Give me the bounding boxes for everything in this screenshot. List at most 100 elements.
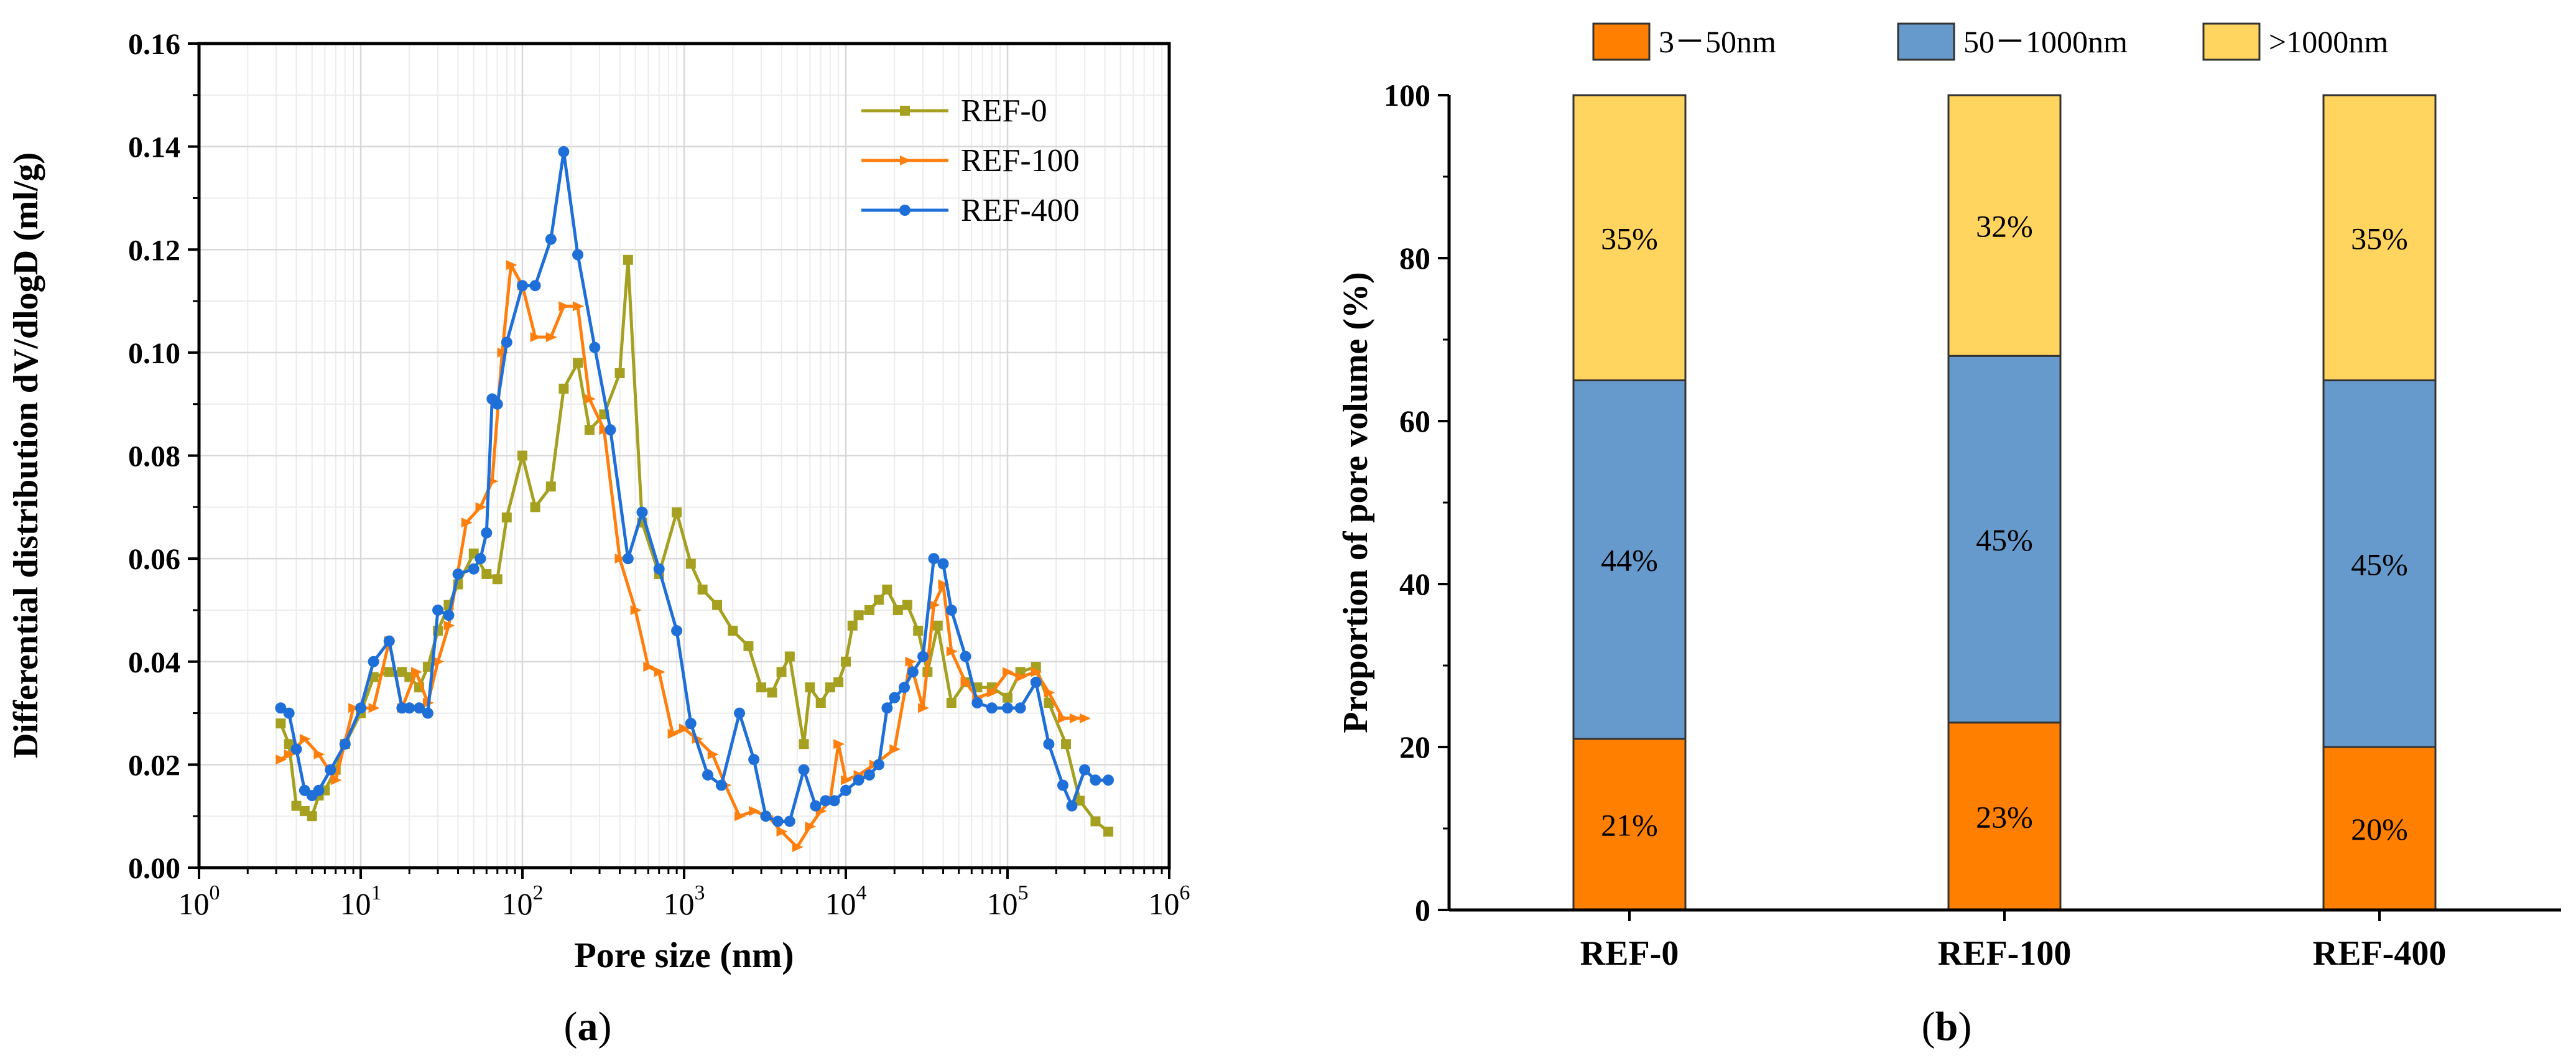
data-point [946,698,957,708]
data-point [432,604,444,616]
data-point [1015,672,1027,682]
data-point [945,604,957,616]
y-tick-label: 0.00 [128,852,180,885]
data-point [497,347,509,358]
data-point [840,784,851,796]
data-point [913,626,924,636]
data-point [853,610,864,621]
data-point [853,774,864,786]
data-point [938,579,950,590]
data-point [291,800,302,811]
line-chart-panel: 0.00 0.02 0.04 0.06 0.08 0.10 0.12 0.14 0.16 100… [7,28,1190,1049]
data-point [481,527,493,539]
data-point [685,559,696,569]
data-point [1003,667,1014,677]
legend-label: 3－50nm [1659,24,1776,59]
data-point [672,507,682,517]
bar-segment [1572,94,1687,381]
y-tick-label: 80 [1399,241,1430,276]
data-point [584,394,596,404]
data-point [558,301,570,312]
data-point [889,692,901,703]
data-point [928,553,940,565]
data-point [1061,739,1072,749]
data-point [743,641,754,651]
panel-label-a: (a) [564,1004,612,1049]
data-point [1044,698,1054,708]
bar-segment [1572,379,1687,740]
x-category-label: REF-0 [1580,934,1679,973]
data-point [833,677,844,687]
data-point [501,336,512,348]
data-point [907,666,919,678]
data-point [605,424,616,436]
data-point [792,842,804,852]
bar-value-label: 20% [2351,812,2408,847]
data-point [1014,702,1026,714]
x-tick-label: 101 [340,881,382,921]
y-axis-ticks: 0 20 40 60 80 100 [1384,78,1449,927]
data-point [841,775,852,786]
y-tick-label: 40 [1399,567,1430,601]
data-point [1066,800,1078,812]
bar-stack-ref-100: 23% 45% 32% [1947,94,2062,911]
data-point [276,754,287,765]
y-tick-label: 20 [1399,730,1430,764]
legend: 3－50nm 50－1000nm >1000nm [1592,22,2388,61]
x-tick-label: 105 [987,881,1029,921]
data-point [368,656,379,667]
y-axis-ticks: 0.00 0.02 0.04 0.06 0.08 0.10 0.12 0.14 0.16 [128,28,199,885]
data-point [810,800,822,812]
data-point [530,502,540,513]
y-tick-label: 0.04 [128,646,180,679]
data-point [422,707,433,719]
x-axis-title: Pore size (nm) [574,935,794,975]
x-tick-label: 103 [664,881,705,921]
data-point [325,764,336,776]
data-point [443,610,455,621]
series-line [279,258,1110,833]
data-point [734,707,746,719]
data-point [411,667,423,677]
legend-swatch [2202,22,2261,61]
data-point [798,764,810,776]
data-point [622,553,634,565]
data-point [776,827,788,837]
data-point [630,605,642,615]
bar-segment [1947,355,2062,724]
data-point [756,682,767,693]
legend-label: REF-400 [961,193,1080,228]
legend-marker [900,155,911,165]
data-point [697,584,708,595]
x-axis-ticks: REF-0 REF-100 REF-400 [1580,910,2446,973]
data-point [882,584,892,595]
data-point [517,450,527,461]
bar-value-label: 32% [1976,209,2033,244]
data-point [825,682,835,693]
data-point [1080,713,1091,723]
data-point [414,702,425,714]
data-point [986,702,998,714]
y-tick-label: 0.12 [128,234,180,267]
data-point [517,280,528,292]
data-point [815,698,826,708]
data-point [572,249,584,261]
data-point [468,563,480,575]
x-tick-label: 104 [825,881,867,921]
data-point [929,600,940,610]
data-point [671,625,683,637]
y-axis-title: Differential distribution dV/dlogD (ml/g… [7,152,45,758]
data-point [820,795,832,807]
data-point [1103,827,1114,837]
data-point [960,677,972,687]
bar-stack-ref-400: 20% 45% 35% [2322,94,2437,911]
data-point [828,795,840,807]
series-ref-100 [276,260,1091,852]
data-point [805,821,817,832]
data-point [784,651,795,662]
data-point [864,605,874,615]
data-point [573,358,583,368]
data-point [841,656,851,667]
bar-value-label: 45% [1976,522,2033,557]
